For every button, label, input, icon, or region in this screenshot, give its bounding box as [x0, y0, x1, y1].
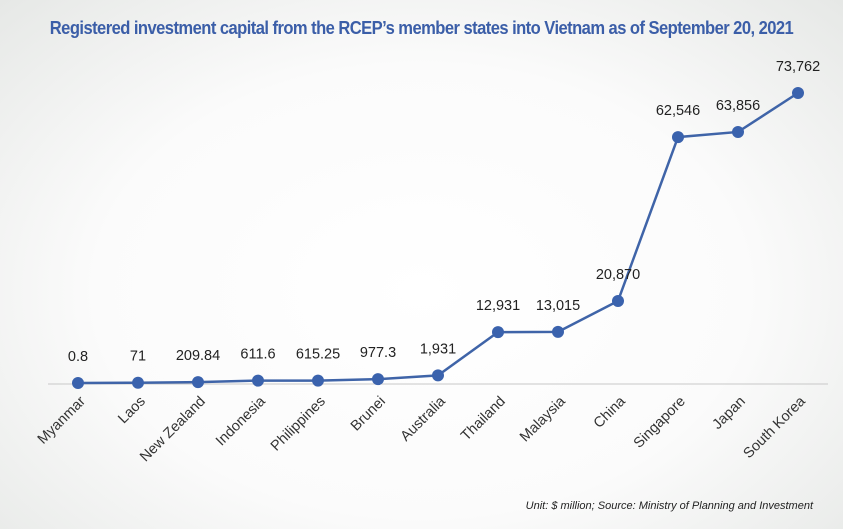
data-point [672, 131, 684, 144]
data-label: 0.8 [68, 349, 88, 365]
data-point [552, 325, 564, 338]
category-label: South Korea [741, 393, 810, 462]
chart-title: Registered investment capital from the R… [49, 18, 794, 38]
data-point [132, 376, 144, 389]
data-point [792, 87, 804, 99]
data-label: 73,762 [776, 59, 820, 75]
data-point [192, 376, 204, 389]
data-label: 1,931 [420, 341, 456, 357]
data-label: 611.6 [240, 347, 275, 363]
data-label: 977.3 [360, 345, 396, 361]
data-point [732, 125, 744, 138]
data-point [312, 374, 324, 387]
data-label: 71 [130, 349, 146, 365]
data-point [72, 376, 84, 389]
category-label: Thailand [458, 394, 509, 445]
category-label: Brunei [348, 394, 389, 435]
data-point [252, 374, 264, 387]
category-label: Malaysia [517, 393, 569, 445]
data-point [492, 326, 504, 339]
category-label: Japan [710, 394, 749, 433]
category-label: Singapore [631, 394, 689, 452]
category-label: Laos [115, 394, 149, 428]
chart-source-note: Unit: $ million; Source: Ministry of Pla… [525, 500, 813, 512]
category-label: Philippines [268, 394, 329, 455]
category-label: China [591, 393, 630, 432]
data-point [612, 294, 624, 307]
category-label: Myanmar [35, 393, 89, 447]
data-label: 12,931 [476, 298, 520, 314]
data-point [372, 373, 384, 386]
data-point [432, 369, 444, 382]
data-label: 20,870 [596, 267, 640, 283]
data-label: 209.84 [176, 348, 220, 364]
data-label: 13,015 [536, 298, 580, 314]
category-label: Indonesia [213, 393, 269, 449]
data-label: 615.25 [296, 347, 340, 363]
data-label: 63,856 [716, 98, 760, 114]
series-line [77, 91, 799, 385]
category-label: Australia [398, 393, 450, 445]
data-label: 62,546 [656, 103, 700, 119]
